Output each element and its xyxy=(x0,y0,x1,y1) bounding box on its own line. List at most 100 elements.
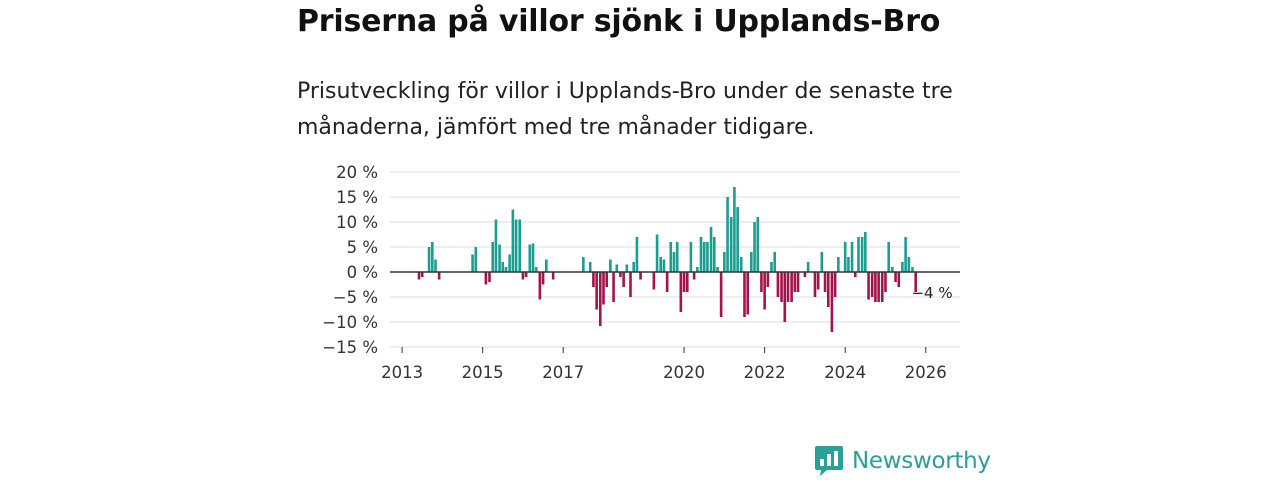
bar-positive xyxy=(864,232,867,272)
bar-negative xyxy=(639,272,642,280)
bar-negative xyxy=(790,272,793,302)
bar-negative xyxy=(833,272,837,297)
bar-negative xyxy=(816,272,820,290)
bar-negative xyxy=(437,272,441,280)
bar-positive xyxy=(696,267,699,272)
bar-positive xyxy=(659,257,662,272)
bar-positive xyxy=(655,234,659,272)
bar-positive xyxy=(511,209,515,272)
bar-negative xyxy=(488,272,491,282)
x-tick-label: 2015 xyxy=(462,363,504,382)
bar-positive xyxy=(430,242,434,272)
bar-positive xyxy=(860,237,864,272)
bar-negative xyxy=(796,272,800,292)
bar-positive xyxy=(820,252,824,272)
bar-negative xyxy=(746,272,750,315)
bar-positive xyxy=(588,262,592,272)
bar-negative xyxy=(665,272,669,292)
bar-negative xyxy=(602,272,605,305)
bar-positive xyxy=(806,262,810,272)
bar-positive xyxy=(723,252,726,272)
bar-positive xyxy=(504,267,508,272)
bar-negative xyxy=(783,272,787,322)
bar-positive xyxy=(615,264,619,272)
bar-negative xyxy=(420,272,424,277)
bar-positive xyxy=(675,242,679,272)
bar-positive xyxy=(843,242,847,272)
bar-positive xyxy=(427,247,431,272)
bar-negative xyxy=(743,272,746,317)
bar-negative xyxy=(766,272,770,287)
bar-positive xyxy=(494,219,498,272)
chart-title: Priserna på villor sjönk i Upplands-Bro xyxy=(297,4,941,39)
bar-negative xyxy=(880,272,884,302)
bar-negative xyxy=(541,272,545,285)
bar-negative xyxy=(786,272,790,302)
bar-positive xyxy=(508,254,511,272)
bar-positive xyxy=(716,267,719,272)
bar-positive xyxy=(702,242,706,272)
bar-positive xyxy=(736,207,739,272)
bar-negative xyxy=(894,272,897,282)
bar-negative xyxy=(679,272,683,312)
bar-negative xyxy=(760,272,763,292)
bar-negative xyxy=(484,272,488,285)
bar-negative xyxy=(914,272,917,292)
bar-positive xyxy=(534,267,538,272)
bar-positive xyxy=(729,217,733,272)
bar-positive xyxy=(474,247,478,272)
last-value-label: −4 % xyxy=(911,284,952,302)
bar-positive xyxy=(609,259,612,272)
bar-positive xyxy=(672,252,676,272)
x-tick-label: 2017 xyxy=(542,363,584,382)
bar-negative xyxy=(524,272,528,277)
bar-positive xyxy=(434,259,437,272)
bar-positive xyxy=(837,257,840,272)
bar-positive xyxy=(501,262,505,272)
bar-negative xyxy=(897,272,901,287)
bar-negative xyxy=(719,272,723,317)
y-tick-label: 5 % xyxy=(347,238,378,257)
bar-positive xyxy=(750,252,753,272)
chart-subtitle: Prisutveckling för villor i Upplands-Bro… xyxy=(297,79,953,140)
bar-positive xyxy=(518,219,522,272)
bar-positive xyxy=(498,244,501,272)
bar-negative xyxy=(629,272,632,297)
bar-negative xyxy=(813,272,817,297)
bar-positive xyxy=(689,242,693,272)
bar-negative xyxy=(874,272,877,302)
bar-negative xyxy=(685,272,689,292)
bar-positive xyxy=(904,237,907,272)
bar-positive xyxy=(625,264,629,272)
y-tick-label: −5 % xyxy=(333,288,378,307)
bar-negative xyxy=(521,272,525,280)
newsworthy-logo: Newsworthy xyxy=(815,446,991,476)
bar-positive xyxy=(706,242,709,272)
bar-positive xyxy=(699,237,703,272)
y-tick-label: 10 % xyxy=(336,213,378,232)
bar-positive xyxy=(739,257,743,272)
bar-positive xyxy=(491,242,495,272)
bar-negative xyxy=(417,272,421,280)
y-tick-label: 15 % xyxy=(336,188,378,207)
bar-negative xyxy=(830,272,834,332)
bar-positive xyxy=(544,259,548,272)
bar-negative xyxy=(652,272,656,290)
bar-negative xyxy=(612,272,615,302)
bar-positive xyxy=(756,217,760,272)
bar-negative xyxy=(551,272,555,280)
bar-positive xyxy=(733,187,736,272)
bar-positive xyxy=(907,257,911,272)
newsworthy-logo-text: Newsworthy xyxy=(852,448,991,474)
bar-negative xyxy=(595,272,598,310)
bar-negative xyxy=(803,272,807,277)
bar-negative xyxy=(598,272,602,326)
bar-negative xyxy=(826,272,830,307)
x-tick-label: 2024 xyxy=(824,363,866,382)
bar-positive xyxy=(753,222,756,272)
bar-negative xyxy=(538,272,542,300)
bar-positive xyxy=(887,242,890,272)
bar-positive xyxy=(531,243,535,272)
bar-negative xyxy=(592,272,595,287)
bar-positive xyxy=(712,237,716,272)
